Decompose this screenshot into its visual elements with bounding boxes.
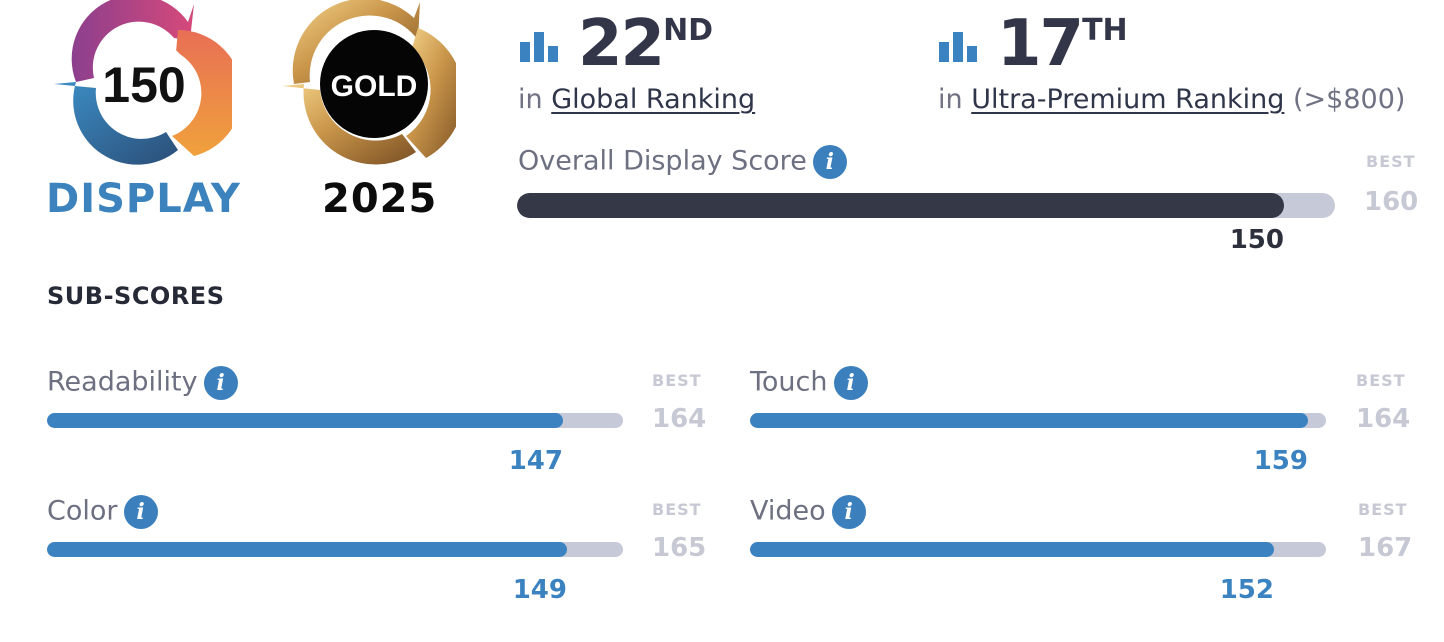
readability-best-value: 164 — [652, 404, 707, 434]
video-score-bar — [750, 542, 1326, 557]
color-label: Color — [47, 495, 118, 527]
gold-badge-year: 2025 — [322, 176, 438, 222]
readability-score-fill — [47, 413, 563, 428]
readability-best-label: BEST — [652, 371, 702, 390]
overall-score-label: Overall Display Score — [518, 145, 807, 177]
color-best-value: 165 — [652, 533, 707, 563]
ultra-rank-number: 17TH — [997, 12, 1128, 76]
readability-label: Readability — [47, 366, 198, 398]
info-icon[interactable]: i — [831, 495, 866, 529]
color-score-bar — [47, 542, 623, 557]
video-heading: Video i — [750, 495, 866, 529]
video-score-fill — [750, 542, 1274, 557]
touch-best-value: 164 — [1356, 404, 1411, 434]
touch-score-bar — [750, 413, 1326, 428]
overall-best-value: 160 — [1364, 187, 1419, 217]
display-badge-logo: 150 — [54, 0, 232, 165]
overall-score-bar — [517, 193, 1335, 218]
ultra-rank-prefix: in — [938, 84, 963, 115]
video-best-value: 167 — [1358, 533, 1413, 563]
video-score-value: 152 — [1219, 575, 1274, 605]
global-rank-caption: in Global Ranking — [518, 84, 755, 115]
subscores-title: SUB-SCORES — [47, 282, 225, 310]
global-rank-number: 22ND — [578, 12, 713, 76]
readability-score-bar — [47, 413, 623, 428]
info-icon[interactable]: i — [812, 145, 847, 179]
ultra-rank-caption: in Ultra-Premium Ranking (>$800) — [938, 84, 1405, 115]
color-score-fill — [47, 542, 567, 557]
ultra-premium-ranking-link[interactable]: Ultra-Premium Ranking — [971, 84, 1285, 115]
ultra-rank-price-range: (>$800) — [1293, 84, 1406, 115]
info-icon[interactable]: i — [833, 366, 868, 400]
overall-score-value: 150 — [1229, 225, 1284, 255]
overall-best-label: BEST — [1366, 152, 1416, 171]
color-heading: Color i — [47, 495, 158, 529]
readability-score-value: 147 — [508, 446, 563, 476]
ultra-rank-suffix: TH — [1082, 13, 1128, 48]
overall-score-heading: Overall Display Score i — [518, 145, 847, 179]
global-ranking-link[interactable]: Global Ranking — [551, 84, 756, 115]
ranking-bars-icon — [939, 32, 977, 62]
global-rank-value: 22 — [578, 7, 665, 81]
video-label: Video — [750, 495, 826, 527]
gold-badge-label: GOLD — [331, 70, 418, 103]
readability-heading: Readability i — [47, 366, 238, 400]
touch-score-fill — [750, 413, 1308, 428]
ultra-rank-value: 17 — [997, 7, 1084, 81]
touch-label: Touch — [750, 366, 828, 398]
color-best-label: BEST — [652, 500, 702, 519]
ranking-bars-icon — [520, 32, 558, 62]
display-badge-score: 150 — [102, 57, 185, 113]
video-best-label: BEST — [1358, 500, 1408, 519]
touch-score-value: 159 — [1253, 446, 1308, 476]
global-rank-suffix: ND — [663, 13, 714, 48]
touch-heading: Touch i — [750, 366, 868, 400]
overall-score-fill — [517, 193, 1284, 218]
global-rank-prefix: in — [518, 84, 543, 115]
color-score-value: 149 — [512, 575, 567, 605]
touch-best-label: BEST — [1356, 371, 1406, 390]
info-icon[interactable]: i — [123, 495, 158, 529]
gold-badge-logo: GOLD — [282, 0, 456, 165]
info-icon[interactable]: i — [203, 366, 238, 400]
display-badge-caption: DISPLAY — [46, 176, 241, 222]
